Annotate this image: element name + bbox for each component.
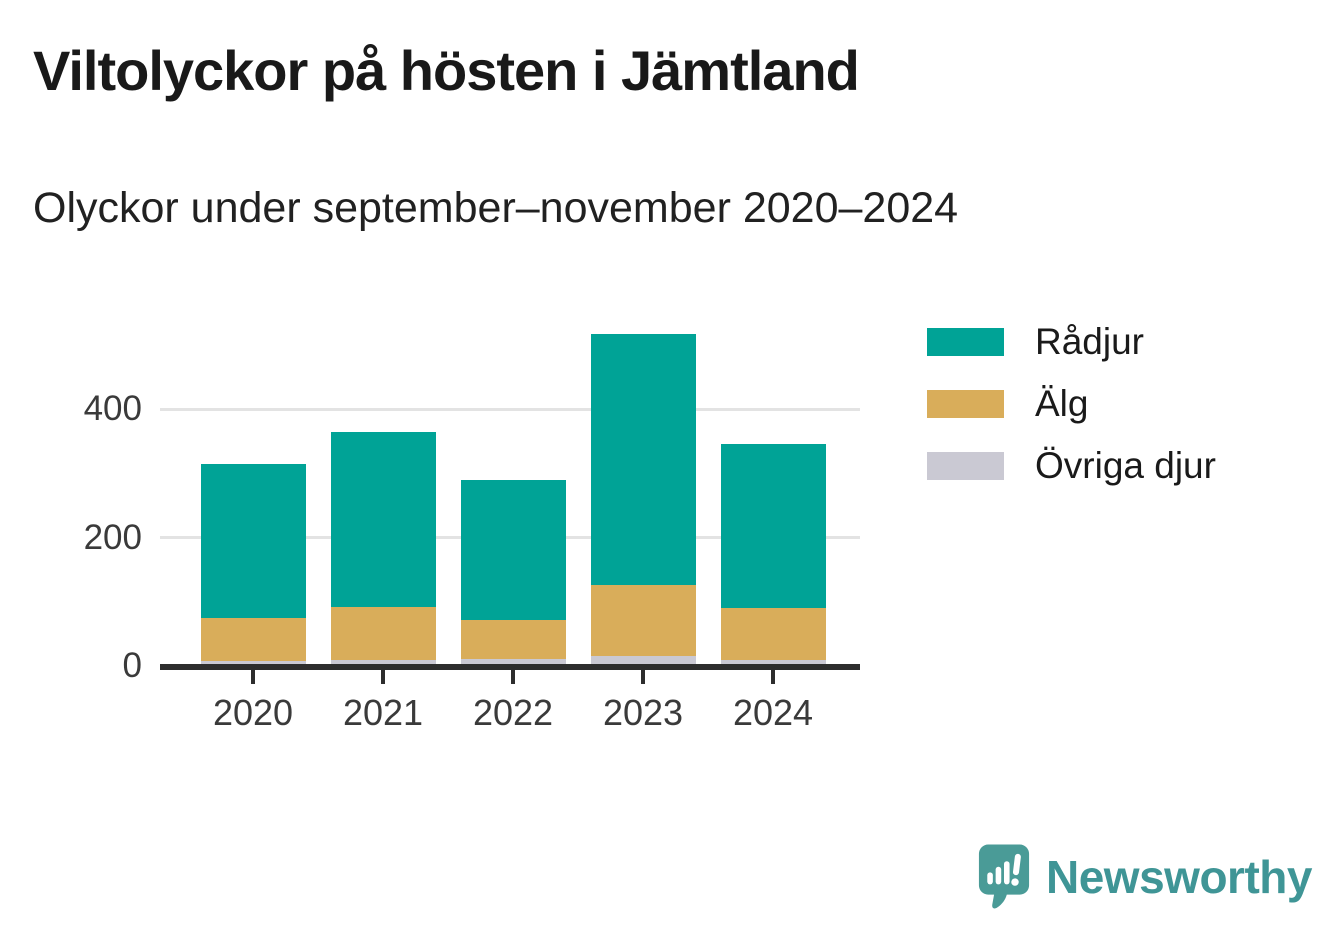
- bar-segment-2022--lg: [460, 619, 566, 659]
- bar-segment-2021-r-djur: [330, 431, 436, 607]
- x-tick-label-2021: 2021: [342, 692, 424, 733]
- legend-item-radjur: Rådjur: [927, 321, 1216, 362]
- legend-item-alg: Älg: [927, 383, 1216, 424]
- x-tick-label-2023: 2023: [602, 692, 684, 733]
- x-tick-2023: [641, 669, 645, 684]
- x-tick-2022: [511, 669, 515, 684]
- bar-segment-2020-r-djur: [200, 463, 306, 618]
- legend-swatch-radjur: [927, 328, 1004, 356]
- y-tick-label-400: 400: [83, 389, 142, 429]
- chart-subtitle: Olyckor under september–november 2020–20…: [33, 184, 959, 232]
- x-tick-label-2020: 2020: [212, 692, 294, 733]
- bar-segment-2023-r-djur: [590, 333, 696, 586]
- bar-segment-2020--lg: [200, 617, 306, 661]
- bar-segment-2024--lg: [720, 608, 826, 660]
- legend-label-radjur: Rådjur: [1035, 321, 1144, 362]
- y-tick-label-200: 200: [83, 517, 142, 557]
- y-tick-label-0: 0: [122, 646, 142, 685]
- x-tick-2024: [771, 669, 775, 684]
- newsworthy-wordmark: Newsworthy: [1046, 851, 1312, 903]
- x-axis-line: [160, 663, 860, 670]
- legend-swatch-ovriga-djur: [927, 452, 1004, 480]
- bar-segment-2023--lg: [590, 585, 696, 656]
- newsworthy-bubble-chart-icon: [978, 844, 1030, 909]
- legend-item-ovriga-djur: Övriga djur: [927, 445, 1216, 486]
- legend-label-alg: Älg: [1035, 383, 1089, 424]
- gridline-400: [160, 407, 860, 411]
- x-tick-label-2022: 2022: [472, 692, 554, 733]
- x-tick-2021: [381, 669, 385, 684]
- legend: Rådjur Älg Övriga djur: [927, 321, 1216, 514]
- x-tick-2020: [251, 669, 255, 684]
- legend-swatch-alg: [927, 390, 1004, 418]
- newsworthy-logo: Newsworthy: [978, 843, 1312, 911]
- bar-segment-2021--lg: [330, 606, 436, 660]
- legend-label-ovriga-djur: Övriga djur: [1035, 445, 1216, 486]
- bar-segment-2024-r-djur: [720, 444, 826, 609]
- x-tick-label-2024: 2024: [732, 692, 814, 733]
- bar-segment-2022-r-djur: [460, 479, 566, 620]
- chart-title: Viltolyckor på hösten i Jämtland: [33, 39, 860, 102]
